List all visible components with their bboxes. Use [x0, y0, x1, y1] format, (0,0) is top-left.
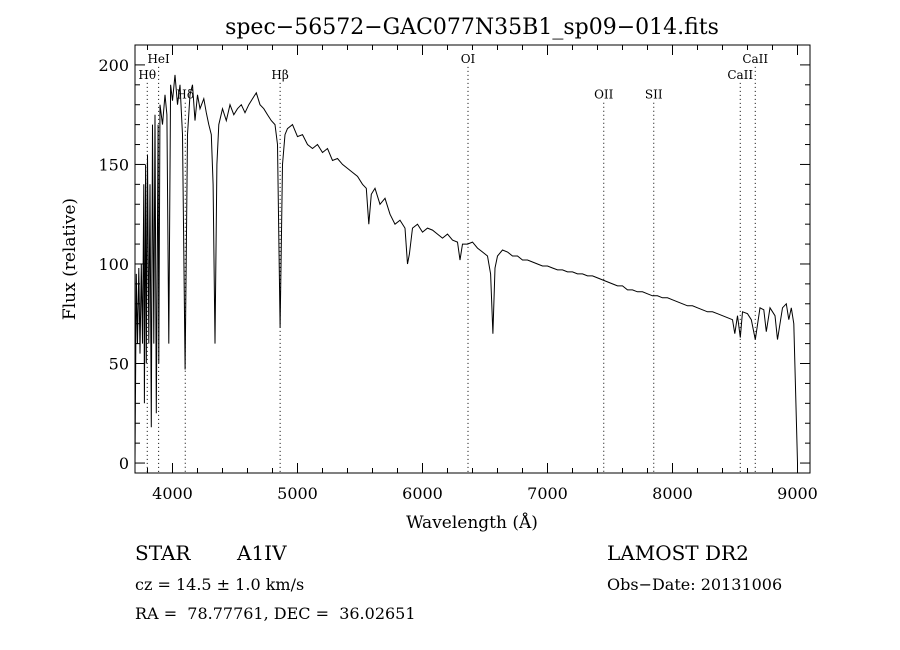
object-class: STAR	[135, 541, 191, 565]
annotation-label: CaII	[742, 52, 768, 66]
x-tick-label: 4000	[152, 484, 193, 503]
y-tick-label: 0	[119, 454, 129, 473]
y-tick-label: 200	[98, 56, 129, 75]
x-tick-label: 6000	[402, 484, 443, 503]
annotation-label: OII	[594, 88, 614, 102]
y-axis-label: Flux (relative)	[60, 198, 80, 320]
y-tick-label: 100	[98, 255, 129, 274]
observation-date: Obs−Date: 20131006	[607, 575, 783, 594]
annotation-label: OI	[461, 52, 476, 66]
annotation-label: HeI	[147, 52, 170, 66]
y-tick-label: 150	[98, 155, 129, 174]
x-axis-label: Wavelength (Å)	[406, 512, 538, 533]
annotation-label: Hθ	[138, 68, 156, 82]
annotation-label: Hβ	[271, 68, 288, 82]
y-tick-label: 50	[109, 355, 129, 374]
x-tick-label: 9000	[777, 484, 818, 503]
x-tick-label: 8000	[652, 484, 693, 503]
annotation-label: SII	[645, 88, 663, 102]
sky-coordinates: RA = 78.77761, DEC = 36.02651	[135, 604, 416, 623]
object-subclass: A1IV	[237, 541, 287, 565]
plot-frame	[134, 44, 811, 474]
survey-name: LAMOST DR2	[607, 541, 749, 565]
chart-title: spec−56572−GAC077N35B1_sp09−014.fits	[225, 15, 719, 40]
x-tick-label: 7000	[527, 484, 568, 503]
x-tick-label: 5000	[277, 484, 318, 503]
redshift-cz: cz = 14.5 ± 1.0 km/s	[135, 575, 305, 594]
axis-ticks: 4000 5000 6000 7000 8000 9000 0 50 100 150 200	[98, 45, 818, 503]
annotation-label: CaII	[727, 68, 753, 82]
spectrum-series-line	[134, 74, 798, 464]
